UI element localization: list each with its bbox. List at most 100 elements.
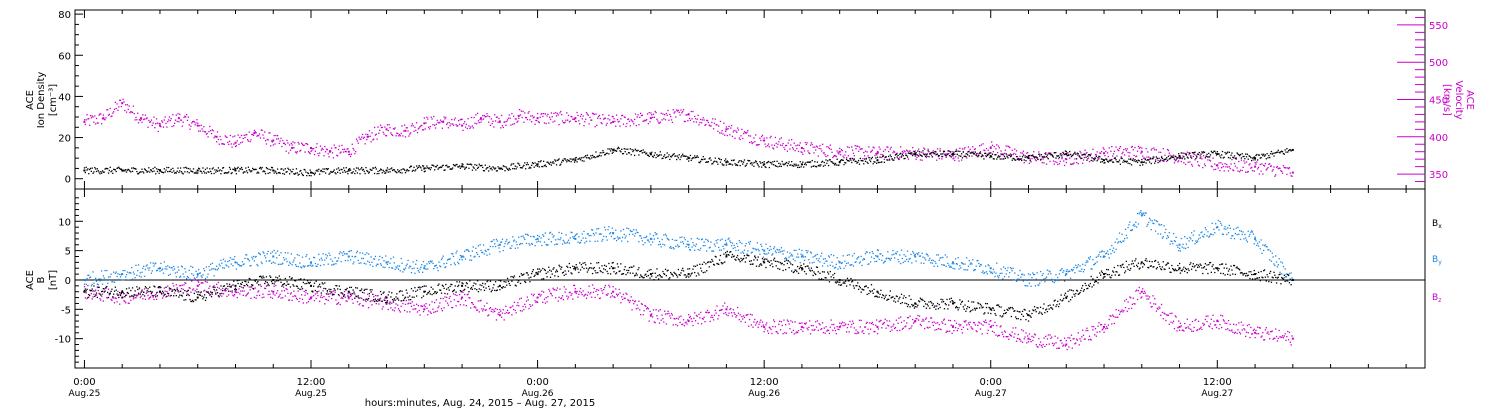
by-sample <box>1000 268 1002 270</box>
by-sample <box>808 258 810 261</box>
by-sample <box>756 242 758 244</box>
bz-sample <box>580 292 583 294</box>
by-sample <box>158 268 160 270</box>
bz-sample <box>572 298 574 300</box>
velocity-sample <box>356 140 359 142</box>
by-sample <box>140 276 142 278</box>
density-sample <box>550 164 553 166</box>
density-sample <box>888 155 890 158</box>
velocity-sample <box>517 120 519 122</box>
by-sample <box>337 260 339 262</box>
density-sample <box>639 150 641 153</box>
density-sample <box>321 170 323 173</box>
velocity-sample <box>613 118 615 120</box>
velocity-sample <box>1228 166 1231 168</box>
by-sample <box>286 260 288 263</box>
by-sample <box>1257 245 1260 247</box>
density-sample <box>378 172 380 175</box>
velocity-sample <box>123 101 125 103</box>
by-sample <box>693 244 695 246</box>
by-sample <box>737 249 740 251</box>
density-sample <box>1044 156 1046 158</box>
velocity-sample <box>720 132 722 134</box>
by-sample <box>440 265 442 268</box>
bz-sample <box>228 285 231 287</box>
velocity-sample <box>724 134 726 136</box>
by-sample <box>815 258 818 260</box>
by-sample <box>927 255 929 257</box>
density-sample <box>1039 155 1041 157</box>
by-sample <box>940 257 942 259</box>
by-sample <box>1222 233 1225 236</box>
by-sample <box>1157 233 1159 235</box>
bz-sample <box>614 296 616 299</box>
density-sample <box>480 165 482 167</box>
velocity-sample <box>683 120 686 123</box>
density-sample <box>1130 158 1132 161</box>
by-sample <box>614 237 616 240</box>
density-sample <box>771 163 773 165</box>
velocity-sample <box>322 148 324 151</box>
velocity-sample <box>1063 160 1065 162</box>
by-sample <box>148 269 150 271</box>
velocity-sample <box>760 135 763 138</box>
by-sample <box>1089 256 1091 258</box>
by-sample <box>203 267 205 270</box>
density-sample <box>357 167 359 169</box>
velocity-sample <box>215 135 217 138</box>
density-sample <box>173 170 175 172</box>
by-sample <box>792 258 795 260</box>
density-sample <box>1134 158 1136 161</box>
bz-sample <box>222 293 225 295</box>
velocity-sample <box>652 113 655 115</box>
density-sample <box>1165 158 1167 160</box>
velocity-sample <box>403 130 405 132</box>
density-sample <box>1095 155 1097 158</box>
by-sample <box>998 274 1001 277</box>
density-sample <box>984 152 986 155</box>
velocity-sample <box>808 152 810 154</box>
velocity-sample <box>367 133 369 136</box>
by-sample <box>719 239 722 241</box>
velocity-sample <box>532 117 534 119</box>
velocity-sample <box>129 112 131 114</box>
density-sample <box>1199 157 1201 159</box>
density-sample <box>497 166 499 168</box>
density-sample <box>782 163 784 165</box>
bz-point <box>310 296 313 299</box>
density-sample <box>1162 160 1164 162</box>
velocity-sample <box>175 114 177 116</box>
by-sample <box>1075 264 1077 267</box>
velocity-sample <box>350 153 353 155</box>
velocity-sample <box>152 122 154 124</box>
velocity-sample <box>910 153 912 155</box>
by-sample <box>406 263 408 265</box>
velocity-sample <box>650 112 652 114</box>
by-sample <box>1237 226 1239 229</box>
velocity-sample <box>1118 149 1120 152</box>
by-sample <box>1241 233 1243 236</box>
by-sample <box>189 278 191 280</box>
velocity-sample <box>494 114 496 116</box>
density-sample <box>523 164 525 167</box>
bz-sample <box>503 319 505 321</box>
velocity-sample <box>585 118 587 120</box>
density-sample <box>660 154 662 156</box>
velocity-sample <box>252 133 254 136</box>
bz-sample <box>269 293 271 295</box>
bz-sample <box>519 310 522 312</box>
velocity-sample <box>1057 163 1059 166</box>
by-sample <box>453 262 456 264</box>
velocity-sample <box>801 151 803 154</box>
velocity-sample <box>210 129 212 132</box>
density-sample <box>84 171 86 174</box>
density-sample <box>296 172 298 174</box>
velocity-sample <box>1104 155 1106 157</box>
by-sample <box>116 275 118 278</box>
by-sample <box>1194 242 1196 245</box>
by-sample <box>254 256 256 258</box>
density-sample <box>827 160 829 162</box>
density-sample <box>751 164 753 166</box>
density-sample <box>1259 157 1261 159</box>
velocity-sample <box>846 146 849 148</box>
